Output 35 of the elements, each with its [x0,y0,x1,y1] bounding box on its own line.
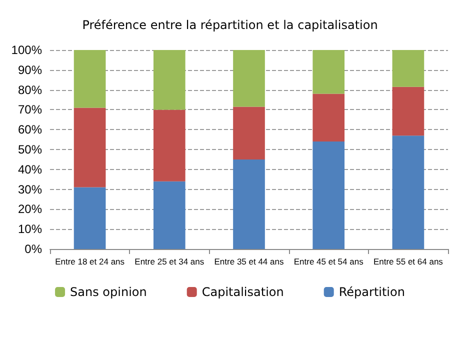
bar [153,50,186,110]
bar [392,86,424,136]
y-tick-label: 100% [11,43,42,57]
y-tick-label: 30% [18,182,42,196]
bar [74,108,106,188]
bar [233,50,265,107]
bar [233,106,265,160]
x-tick-label: Entre 55 et 64 ans [373,256,443,266]
legend-label: Capitalisation [202,285,284,299]
y-tick-label: 20% [18,202,42,216]
y-tick-label: 40% [18,162,42,176]
bar [153,110,186,182]
x-tick-label: Entre 35 et 44 ans [214,256,284,266]
y-tick-label: 60% [18,122,42,137]
y-tick-label: 10% [18,222,42,236]
x-tick-label: Entre 45 et 54 ans [294,256,364,266]
y-tick-label: 50% [18,142,42,156]
x-tick-label: Entre 25 et 34 ans [134,256,204,266]
y-tick-label: 80% [18,82,42,97]
y-tick-label: 90% [18,62,42,77]
bar [392,136,424,249]
bar [74,50,106,108]
x-tick-label: Entre 18 et 24 ans [55,256,125,266]
bar [312,94,345,142]
bar [153,181,186,249]
chart-title: Préférence entre la répartition et la capitalisation [82,18,378,32]
legend-label: Répartition [338,285,405,299]
bar [392,50,424,87]
legend-label: Sans opinion [70,285,147,299]
bar [312,142,345,249]
y-tick-label: 70% [18,102,42,117]
y-tick-label: 0% [24,242,42,256]
bar [74,187,106,249]
bar [312,50,345,94]
bar [233,159,265,249]
